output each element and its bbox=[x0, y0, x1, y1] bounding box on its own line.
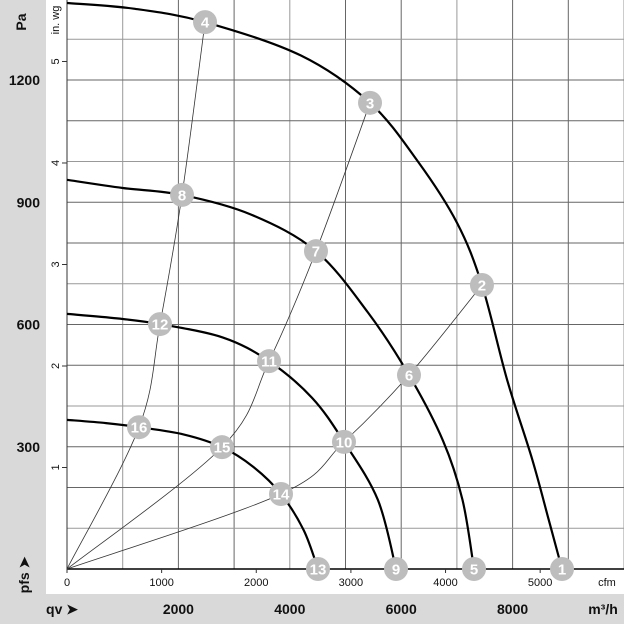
marker-circle bbox=[396, 363, 421, 388]
y-tick-label-inwg: 1 bbox=[50, 464, 62, 470]
marker-circle bbox=[210, 435, 235, 460]
x-tick-label-m3h: 4000 bbox=[274, 601, 305, 617]
x-tick-label-cfm: 4000 bbox=[433, 577, 457, 589]
marker-label: 2 bbox=[478, 277, 486, 294]
x-axis-symbol: qv ➤ bbox=[46, 601, 78, 617]
operating-point-marker: 5 bbox=[461, 557, 486, 581]
y-axis-label-inwg: in. wg bbox=[50, 6, 62, 35]
y-axis-symbol: pfs ➤ bbox=[16, 556, 32, 593]
marker-label: 8 bbox=[178, 187, 186, 204]
x-tick-label-m3h: 8000 bbox=[497, 601, 528, 617]
marker-label: 9 bbox=[392, 562, 400, 579]
marker-label: 3 bbox=[366, 95, 374, 112]
marker-label: 5 bbox=[470, 562, 478, 579]
y-tick-label-inwg: 5 bbox=[50, 58, 62, 64]
y-tick-label-pa: 600 bbox=[17, 317, 41, 333]
marker-circle bbox=[550, 557, 575, 581]
operating-point-marker: 6 bbox=[396, 363, 421, 388]
y-tick-label-inwg: 3 bbox=[50, 261, 62, 267]
operating-point-marker: 4 bbox=[193, 10, 218, 35]
marker-circle bbox=[331, 429, 356, 454]
operating-point-marker: 8 bbox=[170, 182, 195, 207]
operating-point-marker: 10 bbox=[331, 429, 356, 454]
y-tick-label-pa: 900 bbox=[17, 194, 41, 210]
marker-circle bbox=[127, 415, 152, 440]
marker-circle bbox=[193, 10, 218, 35]
marker-label: 14 bbox=[273, 487, 290, 504]
x-axis-label-cfm: cfm bbox=[598, 577, 616, 589]
marker-circle bbox=[303, 239, 328, 264]
x-axis-label-m3h: m³/h bbox=[588, 601, 618, 617]
fan-curve bbox=[66, 178, 476, 570]
operating-point-marker: 14 bbox=[268, 482, 293, 507]
y-tick-label-pa: 300 bbox=[17, 439, 41, 455]
x-tick-label-m3h: 2000 bbox=[163, 601, 194, 617]
marker-circle bbox=[305, 557, 330, 581]
marker-circle bbox=[268, 482, 293, 507]
marker-label: 13 bbox=[310, 562, 327, 579]
marker-circle bbox=[469, 272, 494, 297]
x-tick-label-cfm: 2000 bbox=[244, 577, 268, 589]
marker-circle bbox=[257, 349, 282, 374]
marker-label: 12 bbox=[152, 317, 169, 334]
marker-circle bbox=[170, 182, 195, 207]
left-band bbox=[0, 0, 46, 594]
marker-label: 6 bbox=[405, 368, 413, 385]
marker-label: 10 bbox=[336, 434, 353, 451]
y-tick-label-pa: 1200 bbox=[9, 72, 40, 88]
marker-label: 1 bbox=[558, 562, 566, 579]
x-tick-label-m3h: 6000 bbox=[386, 601, 417, 617]
operating-point-marker: 1 bbox=[550, 557, 575, 581]
marker-label: 4 bbox=[201, 15, 210, 32]
bottom-band bbox=[0, 594, 624, 624]
marker-label: 7 bbox=[312, 244, 320, 261]
operating-point-marker: 15 bbox=[210, 435, 235, 460]
x-tick-label-cfm: 3000 bbox=[339, 577, 363, 589]
x-tick-label-cfm: 5000 bbox=[528, 577, 552, 589]
marker-label: 16 bbox=[131, 420, 148, 437]
operating-point-marker: 13 bbox=[305, 557, 330, 581]
operating-point-marker: 2 bbox=[469, 272, 494, 297]
operating-point-marker: 7 bbox=[303, 239, 328, 264]
x-tick-label-cfm: 1000 bbox=[149, 577, 173, 589]
y-tick-label-inwg: 4 bbox=[50, 160, 62, 166]
marker-circle bbox=[148, 312, 173, 337]
operating-point-marker: 12 bbox=[148, 312, 173, 337]
marker-circle bbox=[384, 557, 409, 581]
operating-point-marker: 3 bbox=[358, 90, 383, 115]
operating-point-marker: 9 bbox=[384, 557, 409, 581]
operating-point-marker: 16 bbox=[127, 415, 152, 440]
marker-circle bbox=[461, 557, 486, 581]
y-axis-label-pa: Pa bbox=[13, 13, 29, 30]
y-tick-label-inwg: 2 bbox=[50, 363, 62, 369]
system-curve bbox=[66, 22, 206, 570]
marker-label: 15 bbox=[214, 440, 231, 457]
marker-circle bbox=[358, 90, 383, 115]
x-tick-label-cfm: 0 bbox=[64, 577, 70, 589]
operating-point-marker: 11 bbox=[257, 349, 282, 374]
marker-label: 11 bbox=[261, 354, 277, 371]
